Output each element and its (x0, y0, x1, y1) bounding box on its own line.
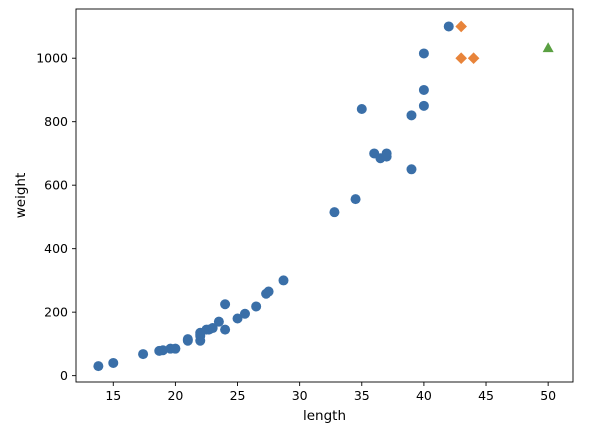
data-point (213, 316, 224, 327)
data-point (443, 21, 454, 32)
x-tick-label: 50 (540, 388, 556, 403)
y-tick-label: 600 (44, 178, 68, 193)
data-point-diamond (455, 20, 467, 33)
y-axis: 0 200 400 600 800 1000 (36, 51, 76, 383)
data-point-diamond (455, 52, 467, 65)
data-point (418, 84, 429, 95)
x-tick-label: 20 (167, 388, 183, 403)
data-point (251, 301, 262, 312)
y-tick-label: 400 (44, 241, 68, 256)
y-tick-label: 800 (44, 114, 68, 129)
x-tick-label: 15 (105, 388, 121, 403)
data-point (207, 323, 218, 334)
axes (75, 8, 574, 383)
data-point (418, 48, 429, 59)
data-point (350, 194, 361, 205)
y-tick-label: 1000 (36, 51, 68, 66)
x-tick-label: 30 (292, 388, 308, 403)
x-axis-label: length (303, 408, 346, 424)
data-point (170, 343, 181, 354)
y-axis-label: weight (13, 173, 29, 219)
data-point-diamond (467, 52, 480, 65)
data-point-triangle (542, 42, 554, 53)
plot-frame (75, 8, 574, 383)
data-point (406, 164, 417, 175)
data-point (220, 324, 231, 335)
data-point (157, 345, 168, 356)
data-marks (93, 20, 554, 372)
y-tick-label: 0 (60, 368, 68, 383)
x-tick-label: 25 (230, 388, 246, 403)
data-point (278, 275, 289, 286)
data-point (263, 286, 274, 297)
data-point (93, 361, 104, 372)
x-tick-label: 35 (354, 388, 370, 403)
data-point (418, 100, 429, 111)
data-point (138, 349, 149, 360)
x-tick-label: 40 (416, 388, 432, 403)
data-point (182, 334, 193, 345)
data-point (381, 148, 392, 159)
data-point (108, 357, 119, 368)
plot-area (76, 9, 573, 382)
data-point (329, 207, 340, 218)
y-tick-label: 200 (44, 305, 68, 320)
x-axis: 15 20 25 30 35 40 45 50 (105, 382, 556, 403)
data-point (239, 308, 250, 319)
data-point (406, 110, 417, 121)
data-point (232, 313, 243, 324)
data-point (356, 103, 367, 114)
x-tick-label: 45 (478, 388, 494, 403)
data-point (220, 299, 231, 310)
